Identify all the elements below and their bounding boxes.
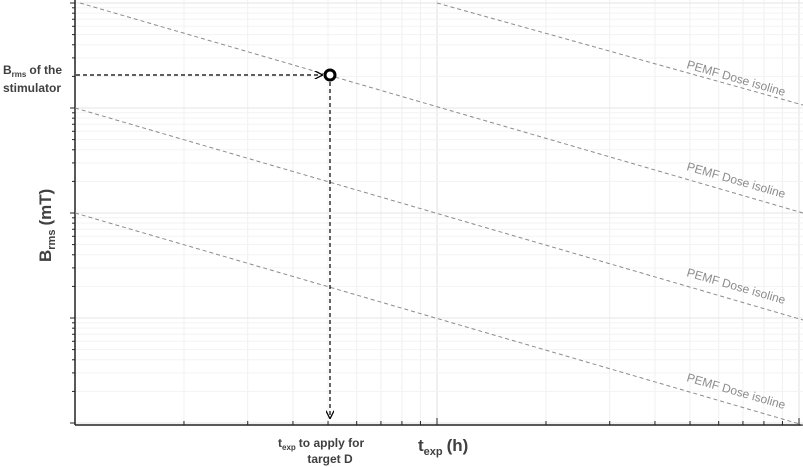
label-sub: exp xyxy=(282,443,296,452)
label-rest: of the xyxy=(29,63,62,77)
label-main: t xyxy=(278,436,282,450)
label-sub: rms xyxy=(46,230,58,250)
isoline-label: PEMF Dose isoline xyxy=(685,57,787,99)
grid xyxy=(74,0,803,425)
isolines xyxy=(74,2,803,426)
label-sub: exp xyxy=(424,446,443,458)
isoline xyxy=(74,107,803,321)
label-main: t xyxy=(418,436,424,455)
label-unit: (h) xyxy=(447,436,469,455)
stimulator-label-line2: stimulator xyxy=(3,81,61,95)
x-axis-label: texp (h) xyxy=(418,436,468,458)
operating-point xyxy=(323,68,337,82)
y-axis-label: Brms (mT) xyxy=(36,189,58,262)
isoline xyxy=(74,212,803,426)
label-rest: to apply for xyxy=(299,436,365,450)
isoline-label: PEMF Dose isoline xyxy=(685,159,787,201)
label-main: B xyxy=(3,63,12,77)
target-label: texp to apply for xyxy=(278,436,364,452)
isoline xyxy=(436,2,803,106)
label-main: B xyxy=(36,250,55,262)
target-label-line2: target D xyxy=(307,452,353,466)
label-sub: rms xyxy=(12,70,27,79)
label-unit: (mT) xyxy=(36,189,55,226)
stimulator-label: Brms of the xyxy=(3,63,62,79)
